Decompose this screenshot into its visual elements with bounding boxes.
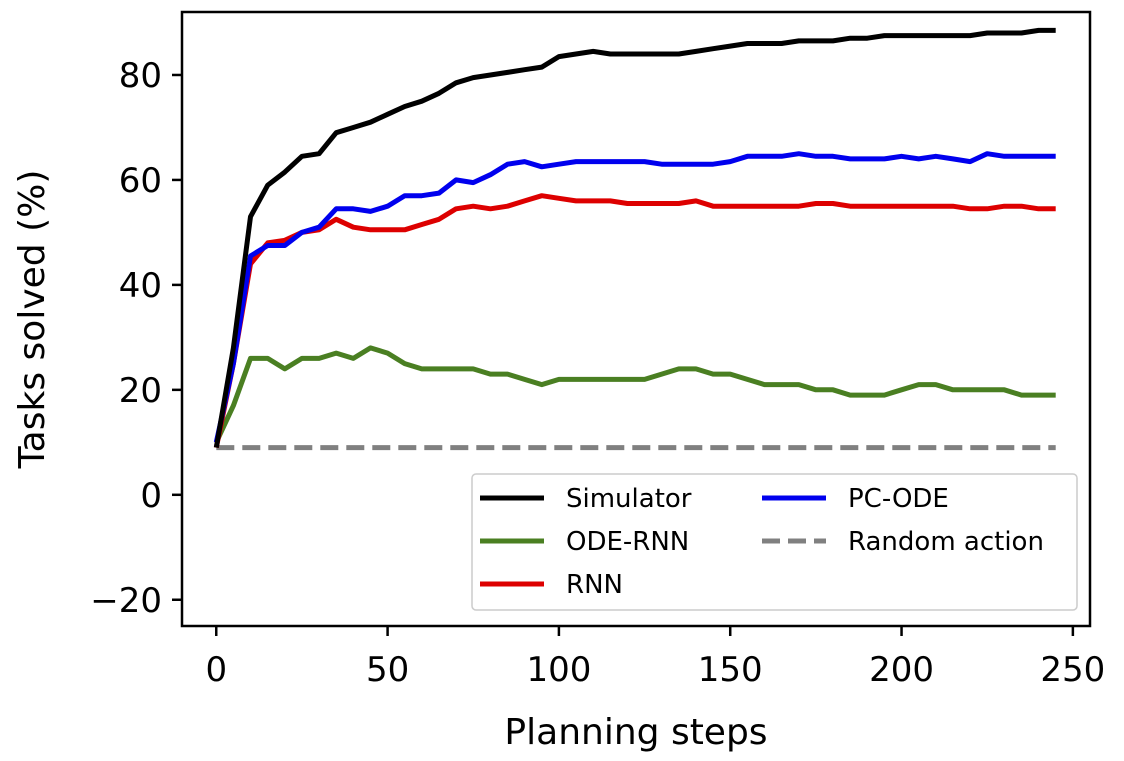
legend-label: RNN	[566, 570, 623, 600]
y-tick-label: 60	[119, 161, 162, 201]
y-tick-label: 80	[119, 56, 162, 96]
x-tick-label: 250	[1040, 650, 1105, 690]
y-tick-label: 0	[140, 476, 162, 516]
x-tick-label: 150	[698, 650, 763, 690]
series-line-pc-ode	[213, 151, 1056, 443]
y-tick-label: 40	[119, 266, 162, 306]
series-line-simulator	[213, 27, 1056, 449]
y-axis-label: Tasks solved (%)	[12, 170, 53, 470]
legend-label: Simulator	[566, 484, 692, 514]
y-tick-label: 20	[119, 371, 162, 411]
x-tick-label: 0	[205, 650, 227, 690]
x-axis-ticks: 0 50 100 150 200 250	[205, 626, 1105, 690]
axes-frame	[180, 10, 1092, 628]
plot-lines	[213, 27, 1056, 451]
y-tick-label: −20	[90, 581, 162, 621]
legend-label: Random action	[848, 527, 1044, 557]
series-line-ode-rnn	[214, 345, 1056, 444]
legend-label: ODE-RNN	[566, 527, 689, 557]
legend: Simulator ODE-RNN RNN PC-ODE Random action	[471, 473, 1078, 611]
x-tick-label: 50	[366, 650, 409, 690]
legend-label: PC-ODE	[848, 484, 949, 514]
y-axis-ticks: −20 0 20 40 60 80	[90, 56, 182, 621]
series-line-rnn	[213, 193, 1056, 449]
x-tick-label: 100	[526, 650, 591, 690]
x-axis-label: Planning steps	[504, 712, 767, 753]
x-tick-label: 200	[869, 650, 934, 690]
